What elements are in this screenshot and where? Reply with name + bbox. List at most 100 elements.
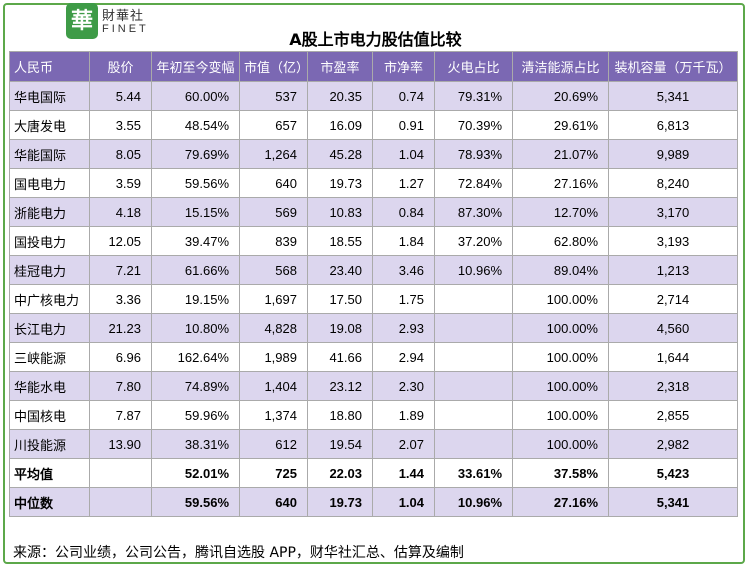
table-cell: 162.64% (151, 342, 240, 372)
table-cell: 62.80% (512, 226, 609, 256)
table-cell: 100.00% (512, 429, 609, 459)
table-cell: 612 (239, 429, 308, 459)
table-cell: 725 (239, 458, 308, 488)
page-title: A股上市电力股估值比较 (289, 30, 462, 49)
table-cell: 4,828 (239, 313, 308, 343)
column-header: 股价 (89, 51, 152, 82)
table-cell: 29.61% (512, 110, 609, 140)
table-row: 桂冠电力 7.21 61.66% 568 23.40 3.46 10.96% 89.04% 1,… (9, 255, 738, 285)
table-cell: 9,989 (608, 139, 738, 169)
table-cell: 12.70% (512, 197, 609, 227)
table-cell: 79.31% (434, 81, 513, 111)
row-label-cell: 国电电力 (9, 168, 90, 198)
table-cell: 27.16% (512, 487, 609, 517)
table-cell: 0.91 (372, 110, 435, 140)
table-cell: 568 (239, 255, 308, 285)
table-cell: 1.44 (372, 458, 435, 488)
table-cell: 12.05 (89, 226, 152, 256)
table-cell: 59.96% (151, 400, 240, 430)
table-cell: 16.09 (307, 110, 373, 140)
table-row: 大唐发电 3.55 48.54% 657 16.09 0.91 70.39% 29.61% 6,… (9, 110, 738, 140)
table-row: 长江电力 21.23 10.80% 4,828 19.08 2.93 100.00% 4,56… (9, 313, 738, 343)
table-cell: 45.28 (307, 139, 373, 169)
table-cell: 27.16% (512, 168, 609, 198)
table-cell: 7.80 (89, 371, 152, 401)
table-cell: 10.96% (434, 255, 513, 285)
finet-logo: 華 財華社 FINET (58, 2, 168, 42)
table-cell: 1.04 (372, 487, 435, 517)
row-label-cell: 川投能源 (9, 429, 90, 459)
table-cell: 89.04% (512, 255, 609, 285)
table-cell: 1,213 (608, 255, 738, 285)
table-cell: 33.61% (434, 458, 513, 488)
row-label-cell: 中广核电力 (9, 284, 90, 314)
table-cell: 3.55 (89, 110, 152, 140)
table-cell: 48.54% (151, 110, 240, 140)
table-row: 川投能源 13.90 38.31% 612 19.54 2.07 100.00% 2,982 (9, 429, 738, 459)
table-cell: 657 (239, 110, 308, 140)
table-cell: 2.07 (372, 429, 435, 459)
table-cell (434, 284, 513, 314)
row-label-cell: 中国核电 (9, 400, 90, 430)
table-cell (434, 371, 513, 401)
table-cell: 2,714 (608, 284, 738, 314)
table-cell: 87.30% (434, 197, 513, 227)
table-cell: 4,560 (608, 313, 738, 343)
table-cell: 52.01% (151, 458, 240, 488)
row-label-cell: 中位数 (9, 487, 90, 517)
column-header: 市盈率 (307, 51, 373, 82)
table-cell: 2.93 (372, 313, 435, 343)
row-label-cell: 浙能电力 (9, 197, 90, 227)
table-cell: 3,193 (608, 226, 738, 256)
row-label-cell: 三峡能源 (9, 342, 90, 372)
row-label-cell: 大唐发电 (9, 110, 90, 140)
column-header: 人民币 (9, 51, 90, 82)
table-cell: 21.23 (89, 313, 152, 343)
table-cell: 0.84 (372, 197, 435, 227)
table-cell: 4.18 (89, 197, 152, 227)
table-row: 华能国际 8.05 79.69% 1,264 45.28 1.04 78.93% 21.07%… (9, 139, 738, 169)
table-cell: 8.05 (89, 139, 152, 169)
table-cell: 20.35 (307, 81, 373, 111)
table-row: 浙能电力 4.18 15.15% 569 10.83 0.84 87.30% 12.70% 3,… (9, 197, 738, 227)
table-cell: 18.80 (307, 400, 373, 430)
table-cell: 1,374 (239, 400, 308, 430)
table-cell: 61.66% (151, 255, 240, 285)
table-row: 国投电力 12.05 39.47% 839 18.55 1.84 37.20% 62.80% 3… (9, 226, 738, 256)
table-cell: 839 (239, 226, 308, 256)
table-cell: 13.90 (89, 429, 152, 459)
table-cell (434, 429, 513, 459)
table-cell: 100.00% (512, 284, 609, 314)
table-cell: 1,404 (239, 371, 308, 401)
table-cell: 15.15% (151, 197, 240, 227)
table-cell: 5.44 (89, 81, 152, 111)
table-cell: 100.00% (512, 342, 609, 372)
table-cell: 2,982 (608, 429, 738, 459)
table-cell: 22.03 (307, 458, 373, 488)
table-cell: 39.47% (151, 226, 240, 256)
table-row: 中广核电力 3.36 19.15% 1,697 17.50 1.75 100.00% 2,71… (9, 284, 738, 314)
column-header: 火电占比 (434, 51, 513, 82)
table-cell: 72.84% (434, 168, 513, 198)
table-cell: 7.21 (89, 255, 152, 285)
column-header: 年初至今变幅 (151, 51, 240, 82)
table-cell: 1,644 (608, 342, 738, 372)
table-cell: 537 (239, 81, 308, 111)
logo-badge-icon: 華 (66, 3, 98, 39)
table-cell: 1.89 (372, 400, 435, 430)
table-cell (434, 342, 513, 372)
table-cell: 2.94 (372, 342, 435, 372)
summary-row: 平均值 52.01% 725 22.03 1.44 33.61% 37.58% 5,423 (9, 458, 738, 488)
table-cell: 1.84 (372, 226, 435, 256)
table-cell: 78.93% (434, 139, 513, 169)
row-label-cell: 华能国际 (9, 139, 90, 169)
row-label-cell: 国投电力 (9, 226, 90, 256)
table-cell: 3,170 (608, 197, 738, 227)
table-cell: 640 (239, 168, 308, 198)
table-row: 华能水电 7.80 74.89% 1,404 23.12 2.30 100.00% 2,318 (9, 371, 738, 401)
table-cell: 37.58% (512, 458, 609, 488)
column-header: 清洁能源占比 (512, 51, 609, 82)
column-header: 装机容量（万千瓦） (608, 51, 738, 82)
table-cell: 23.12 (307, 371, 373, 401)
table-cell: 6.96 (89, 342, 152, 372)
